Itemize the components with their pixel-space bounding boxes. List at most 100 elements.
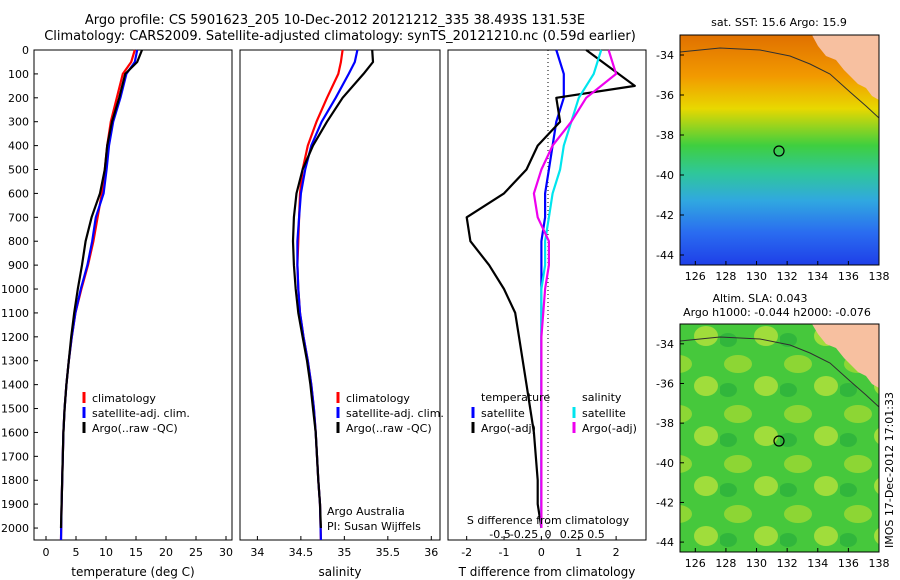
sla-map-xtick-label: 126	[685, 557, 706, 570]
salinity-line-argo-raw-qc	[291, 49, 375, 529]
sst-map-panel: sat. SST: 15.6 Argo: 15.9 -34 -36 -38 -40 -4…	[656, 16, 889, 283]
sst-map-xtick-label: 138	[869, 270, 890, 283]
s-difference-label: S difference from climatology	[467, 514, 630, 527]
title-line-1: Argo profile: CS 5901623_205 10-Dec-2012…	[85, 13, 585, 28]
sst-map-landmass	[812, 35, 879, 100]
depth-tick-label: 1000	[1, 283, 29, 296]
depth-tick-label: 1600	[1, 426, 29, 439]
temperature-panel: 0100200300400500600700800900100011001200…	[1, 44, 233, 579]
sal-legend-argo: Argo(..raw -QC)	[346, 422, 432, 435]
sst-map-frame	[679, 34, 880, 266]
sla-map-ytick-label: -34	[656, 338, 674, 351]
s-difference-tick-label: 0	[545, 528, 552, 541]
sla-map-ytick-label: -42	[656, 496, 674, 509]
depth-tick-label: 500	[8, 164, 29, 177]
sla-map-shelf-contour	[679, 336, 880, 408]
depth-tick-label: 600	[8, 187, 29, 200]
difference-tick-label: 2	[613, 546, 620, 559]
difference-xlabel: T difference from climatology	[458, 565, 636, 579]
depth-tick-label: 100	[8, 68, 29, 81]
salinity-tick-label: 34.5	[289, 546, 314, 559]
sla-map-xtick-label: 134	[807, 557, 828, 570]
legend-temperature-head: temperature	[481, 391, 550, 404]
salinity-xlabel: salinity	[318, 565, 361, 579]
s-difference-tick-label: -0.25	[510, 528, 538, 541]
salinity-panel: 34 34.5 35 35.5 36 salinity climatology sate…	[239, 49, 444, 579]
title-line-2: Climatology: CARS2009. Satellite-adjuste…	[44, 29, 636, 44]
sst-map-field	[680, 35, 879, 265]
sla-map-xtick-label: 136	[838, 557, 859, 570]
salinity-legend: climatology satellite-adj. clim. Argo(..…	[336, 392, 444, 435]
depth-tick-label: 900	[8, 259, 29, 272]
legend-s-argo: Argo(-adj)	[582, 422, 637, 435]
sst-map-xtick-label: 130	[746, 270, 767, 283]
temperature-tick-label: 5	[73, 546, 80, 559]
sst-map-ytick-label: -44	[656, 249, 674, 262]
temperature-profiles	[59, 49, 144, 541]
sla-map-xtick-label: 128	[715, 557, 736, 570]
sst-map-argo-position	[773, 145, 785, 157]
sla-map-ytick-label: -40	[656, 457, 674, 470]
legend-satellite: satellite-adj. clim.	[92, 407, 190, 420]
temperature-tick-label: 30	[219, 546, 233, 559]
sst-map-ytick-label: -36	[656, 89, 674, 102]
s-difference-axis: -0.5 -0.25 0 0.25 0.5	[489, 528, 604, 541]
difference-tick-label: 0	[538, 546, 545, 559]
legend-salinity-head: salinity	[582, 391, 622, 404]
salinity-tick-label: 35.5	[376, 546, 401, 559]
s-difference-tick-label: -0.5	[489, 528, 510, 541]
salinity-x-axis: 34 34.5 35 35.5 36	[250, 536, 438, 559]
temperature-legend: climatology satellite-adj. clim. Argo(..…	[82, 392, 190, 435]
credit-pi: PI: Susan Wijffels	[327, 520, 421, 533]
sst-map-title: sat. SST: 15.6 Argo: 15.9	[711, 16, 847, 29]
depth-tick-label: 700	[8, 211, 29, 224]
sst-map-xtick-label: 126	[685, 270, 706, 283]
sla-map-ytick-label: -44	[656, 536, 674, 549]
difference-tick-label: -1	[499, 546, 510, 559]
sst-map-xtick-label: 134	[807, 270, 828, 283]
sal-legend-climatology: climatology	[346, 392, 410, 405]
depth-tick-label: 1700	[1, 450, 29, 463]
temperature-tick-label: 0	[43, 546, 50, 559]
temperature-plot-frame	[33, 49, 233, 541]
sla-map-xtick-label: 138	[869, 557, 890, 570]
legend-s-satellite: satellite	[582, 407, 626, 420]
sst-map-ytick-label: -42	[656, 209, 674, 222]
credit-argo-australia: Argo Australia	[327, 505, 405, 518]
temperature-xlabel: temperature (deg C)	[71, 565, 194, 579]
legend-argo: Argo(..raw -QC)	[92, 422, 178, 435]
sla-map-ytick-label: -38	[656, 417, 674, 430]
depth-axis: 0 100 200 300 400 500 600 700 800 900 1000 1100 1200…	[1, 44, 38, 535]
sst-map-ytick-label: -40	[656, 169, 674, 182]
depth-tick-label: 1800	[1, 474, 29, 487]
sst-map-ytick-label: -38	[656, 129, 674, 142]
difference-plot-frame	[447, 49, 647, 541]
depth-tick-label: 1900	[1, 498, 29, 511]
sla-map-xtick-label: 130	[746, 557, 767, 570]
temperature-tick-label: 10	[99, 546, 113, 559]
difference-x-axis: -2 -1 0 1 2	[461, 536, 620, 559]
depth-tick-label: 400	[8, 140, 29, 153]
sla-map-field	[680, 324, 879, 552]
sla-map-argo-position	[773, 435, 785, 447]
sla-map-title-2: Argo h1000: -0.044 h2000: -0.076	[683, 306, 871, 319]
s-difference-tick-label: 0.25	[560, 528, 585, 541]
s-difference-tick-label: 0.5	[587, 528, 605, 541]
difference-tick-label: -2	[461, 546, 472, 559]
sla-map-axes: -34 -36 -38 -40 -42 -44 126 128 130 132 134 136 138	[656, 338, 889, 570]
temperature-tick-label: 15	[129, 546, 143, 559]
depth-tick-label: 1200	[1, 331, 29, 344]
difference-panel: -2 -1 0 1 2 T difference from climatology S …	[447, 49, 647, 579]
temperature-tick-label: 25	[189, 546, 203, 559]
depth-tick-label: 300	[8, 116, 29, 129]
legend-t-argo: Argo(-adj)	[481, 422, 536, 435]
sal-legend-satellite: satellite-adj. clim.	[346, 407, 444, 420]
temperature-tick-label: 20	[159, 546, 173, 559]
salinity-tick-label: 36	[424, 546, 438, 559]
difference-profiles	[465, 49, 636, 529]
imos-timestamp: IMOS 17-Dec-2012 17:01:33	[883, 392, 896, 548]
salinity-tick-label: 34	[250, 546, 264, 559]
temperature-line-argo-raw-qc	[59, 49, 144, 529]
depth-tick-label: 0	[22, 44, 29, 57]
